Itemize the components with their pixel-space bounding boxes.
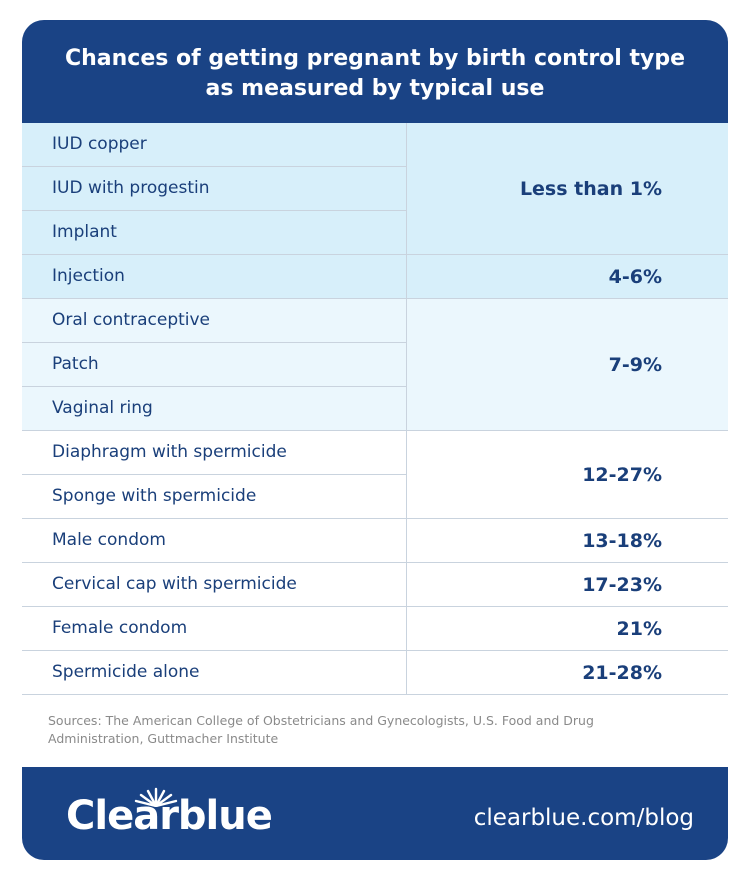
method: Vaginal ring (52, 398, 153, 418)
rate: 4-6% (608, 265, 662, 288)
logo-icon (134, 787, 178, 807)
header: Chances of getting pregnant by birth con… (22, 20, 728, 123)
method: IUD with progestin (22, 167, 406, 211)
method: Sponge with spermicide (52, 486, 257, 506)
rate: 17-23% (582, 573, 662, 596)
method: Female condom (52, 618, 188, 638)
row-group: Cervical cap with spermicide 17-23% (22, 563, 728, 607)
card: Chances of getting pregnant by birth con… (22, 20, 728, 860)
row-group: Spermicide alone 21-28% (22, 651, 728, 695)
method-column: Injection (22, 255, 407, 298)
sources: Sources: The American College of Obstetr… (48, 713, 594, 746)
method: Cervical cap with spermicide (52, 574, 297, 594)
method-column: IUD copper IUD with progestin Implant (22, 123, 407, 254)
logo: Clearblue (66, 793, 273, 839)
row-group: Oral contraceptive Patch Vaginal ring 7-9% (22, 299, 728, 431)
method-column: Spermicide alone (22, 651, 407, 694)
rate: 7-9% (608, 353, 662, 376)
method: Spermicide alone (52, 662, 200, 682)
title-line: Chances of getting pregnant by birth con… (64, 46, 686, 71)
method-column: Female condom (22, 607, 407, 650)
row-group: Diaphragm with spermicide Sponge with spe… (22, 431, 728, 519)
footer: Clearblue clearblue.com/blog (22, 767, 728, 860)
row-group: Male condom 13-18% (22, 519, 728, 563)
method: Injection (52, 266, 125, 286)
rate: 12-27% (582, 463, 662, 486)
method-column: Cervical cap with spermicide (22, 563, 407, 606)
method-column: Male condom (22, 519, 407, 562)
method-column: Diaphragm with spermicide Sponge with spe… (22, 431, 407, 518)
method: Patch (22, 343, 406, 387)
method-column: Oral contraceptive Patch Vaginal ring (22, 299, 407, 430)
method: Implant (52, 222, 117, 242)
url: clearblue.com/blog (473, 805, 694, 831)
row-group: Female condom 21% (22, 607, 728, 651)
method: Male condom (52, 530, 166, 550)
method: Oral contraceptive (22, 299, 406, 343)
method: Diaphragm with spermicide (22, 431, 406, 475)
table: IUD copper IUD with progestin Implant Less … (22, 123, 728, 695)
rate: Less than 1% (519, 177, 662, 200)
title-line: as measured by typical use (205, 76, 545, 101)
method: IUD copper (22, 123, 406, 167)
rate: 13-18% (582, 529, 662, 552)
rate: 21-28% (582, 661, 662, 684)
row-group: IUD copper IUD with progestin Implant Less … (22, 123, 728, 255)
row-group: Injection 4-6% (22, 255, 728, 299)
rate: 21% (616, 617, 662, 640)
